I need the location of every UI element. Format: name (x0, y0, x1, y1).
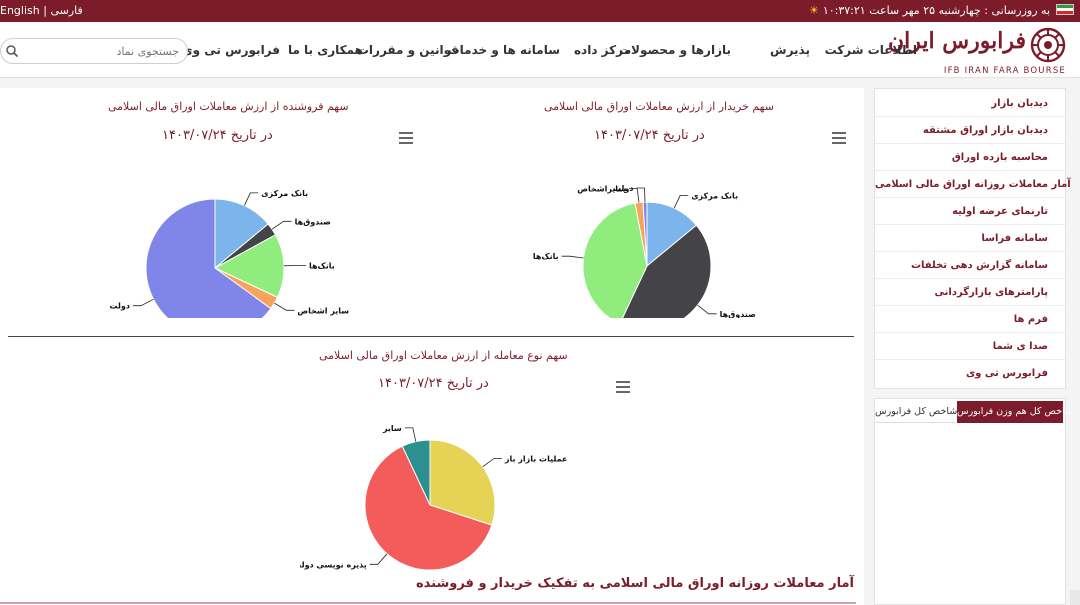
nav-rules-regulations[interactable]: قوانین و مقررات (356, 43, 459, 57)
section-divider (8, 336, 854, 337)
nav-admission[interactable]: پذیرش (770, 43, 810, 57)
pie-connector-central-bank (244, 192, 259, 206)
top-bar: English | فارسی به روزرسانی : چهارشنبه ۲… (0, 0, 1080, 22)
seller-chart-title: سهم فروشنده از ارزش معاملات اوراق مالی ا… (108, 100, 349, 113)
pie-label-government: دولت (613, 184, 634, 193)
lang-separator: | (43, 4, 47, 17)
trade-type-chart-date: در تاریخ ۱۴۰۳/۰۷/۲۴ (378, 376, 489, 391)
table-top-border (0, 602, 856, 604)
sidebar-item-your-voice[interactable]: صدا ی شما (875, 333, 1065, 360)
sidebar-item-farasa[interactable]: سامانه فراسا (875, 225, 1065, 252)
nav-data-center[interactable]: مرکز داده (573, 43, 631, 57)
pie-label-government: دولت (109, 302, 130, 311)
trade-type-chart-title: سهم نوع معامله از ارزش معاملات اوراق مال… (319, 349, 568, 362)
seller-chart-menu-icon[interactable] (399, 132, 413, 144)
quick-links-sidebar: دیدبان بازار دیدبان بازار اوراق مشتقه مح… (874, 88, 1071, 389)
sidebar-item-ipo-site[interactable]: تارنمای عرضه اولیه (875, 198, 1065, 225)
pie-label-funds: صندوق‌ها (295, 217, 332, 226)
pie-slice-funds[interactable] (620, 224, 712, 318)
main-content: سهم خریدار از ارزش معاملات اوراق مالی اس… (0, 88, 864, 605)
pie-connector-other (404, 427, 417, 442)
pie-label-central-bank: بانک مرکزی (691, 191, 738, 200)
symbol-search[interactable] (0, 38, 188, 64)
pie-slice-banks[interactable] (213, 234, 285, 299)
sidebar-item-daily-islamic-stats[interactable]: آمار معاملات روزانه اوراق مالی اسلامی (875, 171, 1071, 198)
pie-slice-open-market[interactable] (429, 439, 496, 526)
pie-label-open-market: عملیات بازار باز (504, 455, 568, 464)
tab-equal-weight-index[interactable]: شاخص کل هم وزن فرابورس (957, 401, 1073, 423)
sidebar-item-farabourse-tv[interactable]: فرابورس تی وی (966, 368, 1048, 379)
search-icon[interactable] (5, 44, 19, 58)
index-panel: شاخص کل هم وزن فرابورس شاخص کل فرابورس (874, 398, 1073, 605)
pie-connector-government (636, 187, 646, 203)
search-input[interactable] (19, 43, 179, 59)
language-switcher: English | فارسی (0, 4, 83, 17)
pie-slice-gov-underwriting[interactable] (364, 445, 493, 571)
main-navbar: فرابورس ایران IFB IRAN FARA BOURSE اطلاع… (0, 22, 1080, 78)
nav-farabourse-tv[interactable]: فرابورس تی وی (181, 43, 280, 57)
sidebar-item-forms[interactable]: فرم ها (875, 306, 1065, 333)
buyer-chart-date: در تاریخ ۱۴۰۳/۰۷/۲۴ (594, 128, 705, 143)
sidebar-item-market-making-params[interactable]: پارامترهای بازارگردانی (875, 279, 1065, 306)
trade-type-pie-chart: عملیات بازار باز پذیره نویسی دولت سایر (300, 424, 568, 571)
pie-label-central-bank: بانک مرکزی (261, 189, 308, 198)
pie-connector-funds (271, 220, 292, 230)
page-scrollbar[interactable] (1070, 590, 1080, 605)
update-text: به روزرسانی : چهارشنبه ۲۵ مهر ساعت ۱۰:۳۷… (822, 4, 1050, 17)
pie-connector-other-persons (274, 302, 295, 311)
nav-careers[interactable]: همکاری با ما (287, 43, 363, 57)
pie-label-other: سایر (382, 424, 402, 433)
nav-systems-services[interactable]: سامانه ها و خدمات (447, 43, 560, 57)
pie-slice-banks[interactable] (582, 202, 648, 318)
sidebar-item-market-watch[interactable]: دیدبان بازار (875, 90, 1065, 117)
pie-slice-central-bank[interactable] (214, 198, 269, 270)
tab-total-index[interactable]: شاخص کل فرابورس (875, 401, 957, 423)
buyer-chart-menu-icon[interactable] (832, 132, 846, 144)
pie-connector-banks (561, 255, 584, 259)
pie-label-banks: بانک‌ها (309, 261, 335, 270)
pie-label-other-persons: سایراشخاص (577, 185, 626, 195)
sidebar-item-yield-calculator[interactable]: محاسبه بازده اوراق (875, 144, 1065, 171)
sun-icon: ☀ (808, 4, 819, 17)
logo-text-en: IFB IRAN FARA BOURSE (943, 66, 1066, 76)
pie-slice-other[interactable] (401, 439, 431, 506)
pie-label-other-persons: سایر اشخاص (297, 306, 349, 316)
seller-pie-chart: بانک مرکزی صندوق‌ها بانک‌ها سایر اشخاص دولت (109, 189, 349, 318)
daily-stats-heading: آمار معاملات روزانه اوراق مالی اسلامی به… (415, 576, 854, 591)
pie-connector-open-market (482, 458, 502, 468)
lang-farsi-link[interactable]: فارسی (50, 4, 83, 17)
pie-connector-funds (697, 304, 717, 315)
seller-chart-date: در تاریخ ۱۴۰۳/۰۷/۲۴ (162, 128, 273, 143)
sidebar-item-derivatives-watch[interactable]: دیدبان بازار اوراق مشتقه (875, 117, 1065, 144)
pie-slice-government[interactable] (145, 198, 272, 318)
pie-label-funds: صندوق‌ها (720, 310, 757, 318)
pie-slice-central-bank[interactable] (646, 201, 698, 268)
nav-company-info[interactable]: اطلاعات شرکت (824, 43, 917, 57)
pie-label-banks: بانک‌ها (533, 252, 559, 261)
iran-flag-icon (1056, 4, 1074, 15)
pie-slice-government[interactable] (642, 201, 648, 267)
logo-emblem-icon (1030, 27, 1066, 63)
sidebar-item-violation-report[interactable]: سامانه گزارش دهی تخلفات (875, 252, 1065, 279)
buyer-chart-title: سهم خریدار از ارزش معاملات اوراق مالی اس… (544, 100, 774, 113)
pie-label-gov-underwriting: پذیره نویسی دولت (300, 560, 367, 569)
update-timestamp: به روزرسانی : چهارشنبه ۲۵ مهر ساعت ۱۰:۳۷… (809, 4, 1074, 17)
nav-markets-products[interactable]: بازارها و محصولات (618, 43, 731, 57)
pie-connector-gov-underwriting (369, 553, 388, 565)
trade-type-chart-menu-icon[interactable] (616, 381, 630, 393)
logo-text-fa: فرابورس ایران (887, 28, 1026, 54)
pie-connector-government (133, 298, 154, 307)
pie-connector-other-persons (629, 188, 640, 203)
site-logo[interactable]: فرابورس ایران IFB IRAN FARA BOURSE (888, 26, 1066, 76)
lang-english-link[interactable]: English (0, 4, 40, 17)
pie-connector-central-bank (673, 195, 689, 209)
